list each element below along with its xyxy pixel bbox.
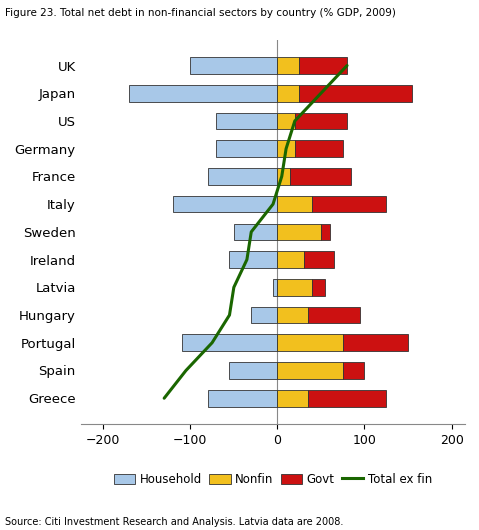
Text: Figure 23. Total net debt in non-financial sectors by country (% GDP, 2009): Figure 23. Total net debt in non-financi… [5,8,396,18]
Bar [277,224,321,240]
Bar [312,196,386,213]
Bar [217,140,277,157]
Bar [251,307,277,323]
Bar [277,113,295,129]
Bar [173,196,277,213]
Bar [277,334,342,351]
Bar [234,224,277,240]
Bar [273,279,277,296]
Bar [295,113,347,129]
Bar [277,57,299,74]
Bar [208,390,277,407]
Bar [190,57,277,74]
Bar [277,362,342,379]
Bar [277,251,304,268]
Bar [277,307,308,323]
Bar [129,85,277,102]
Bar [308,307,360,323]
Bar [208,168,277,185]
Bar [312,279,325,296]
Bar [229,362,277,379]
Bar [290,168,352,185]
Bar [229,251,277,268]
Bar [299,57,347,74]
Text: Source: Citi Investment Research and Analysis. Latvia data are 2008.: Source: Citi Investment Research and Ana… [5,517,343,527]
Bar [308,390,386,407]
Bar [299,85,412,102]
Bar [277,168,290,185]
Bar [217,113,277,129]
Bar [342,334,408,351]
Bar [277,390,308,407]
Bar [277,196,312,213]
Legend: Household, Nonfin, Govt, Total ex fin: Household, Nonfin, Govt, Total ex fin [109,469,437,491]
Bar [304,251,334,268]
Bar [277,85,299,102]
Bar [277,279,312,296]
Bar [321,224,330,240]
Bar [277,140,295,157]
Bar [295,140,342,157]
Bar [182,334,277,351]
Bar [342,362,365,379]
